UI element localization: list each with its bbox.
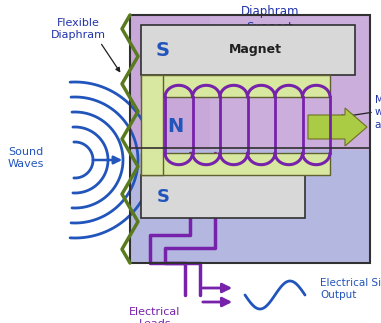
Text: Sound
Waves: Sound Waves [8, 147, 44, 169]
Text: Flexible
Diaphram: Flexible Diaphram [51, 18, 106, 40]
Bar [141, 175, 305, 218]
Text: Magnet: Magnet [229, 44, 282, 57]
Polygon shape [308, 108, 367, 146]
Text: S: S [157, 188, 170, 206]
Text: N: N [167, 118, 183, 137]
Text: Diaphram
Support: Diaphram Support [241, 5, 299, 34]
Bar [130, 15, 370, 263]
Bar [141, 75, 163, 175]
Text: Moving Coil
wound onto
a former: Moving Coil wound onto a former [375, 95, 381, 130]
Text: Electrical Signal
Output: Electrical Signal Output [320, 278, 381, 300]
Bar [130, 15, 370, 150]
Bar [141, 153, 330, 175]
Bar [210, 15, 370, 150]
Bar [141, 25, 355, 75]
Bar [130, 150, 370, 263]
Text: Electrical
Leads: Electrical Leads [129, 307, 181, 323]
Text: S: S [156, 40, 170, 59]
Bar [141, 75, 330, 97]
